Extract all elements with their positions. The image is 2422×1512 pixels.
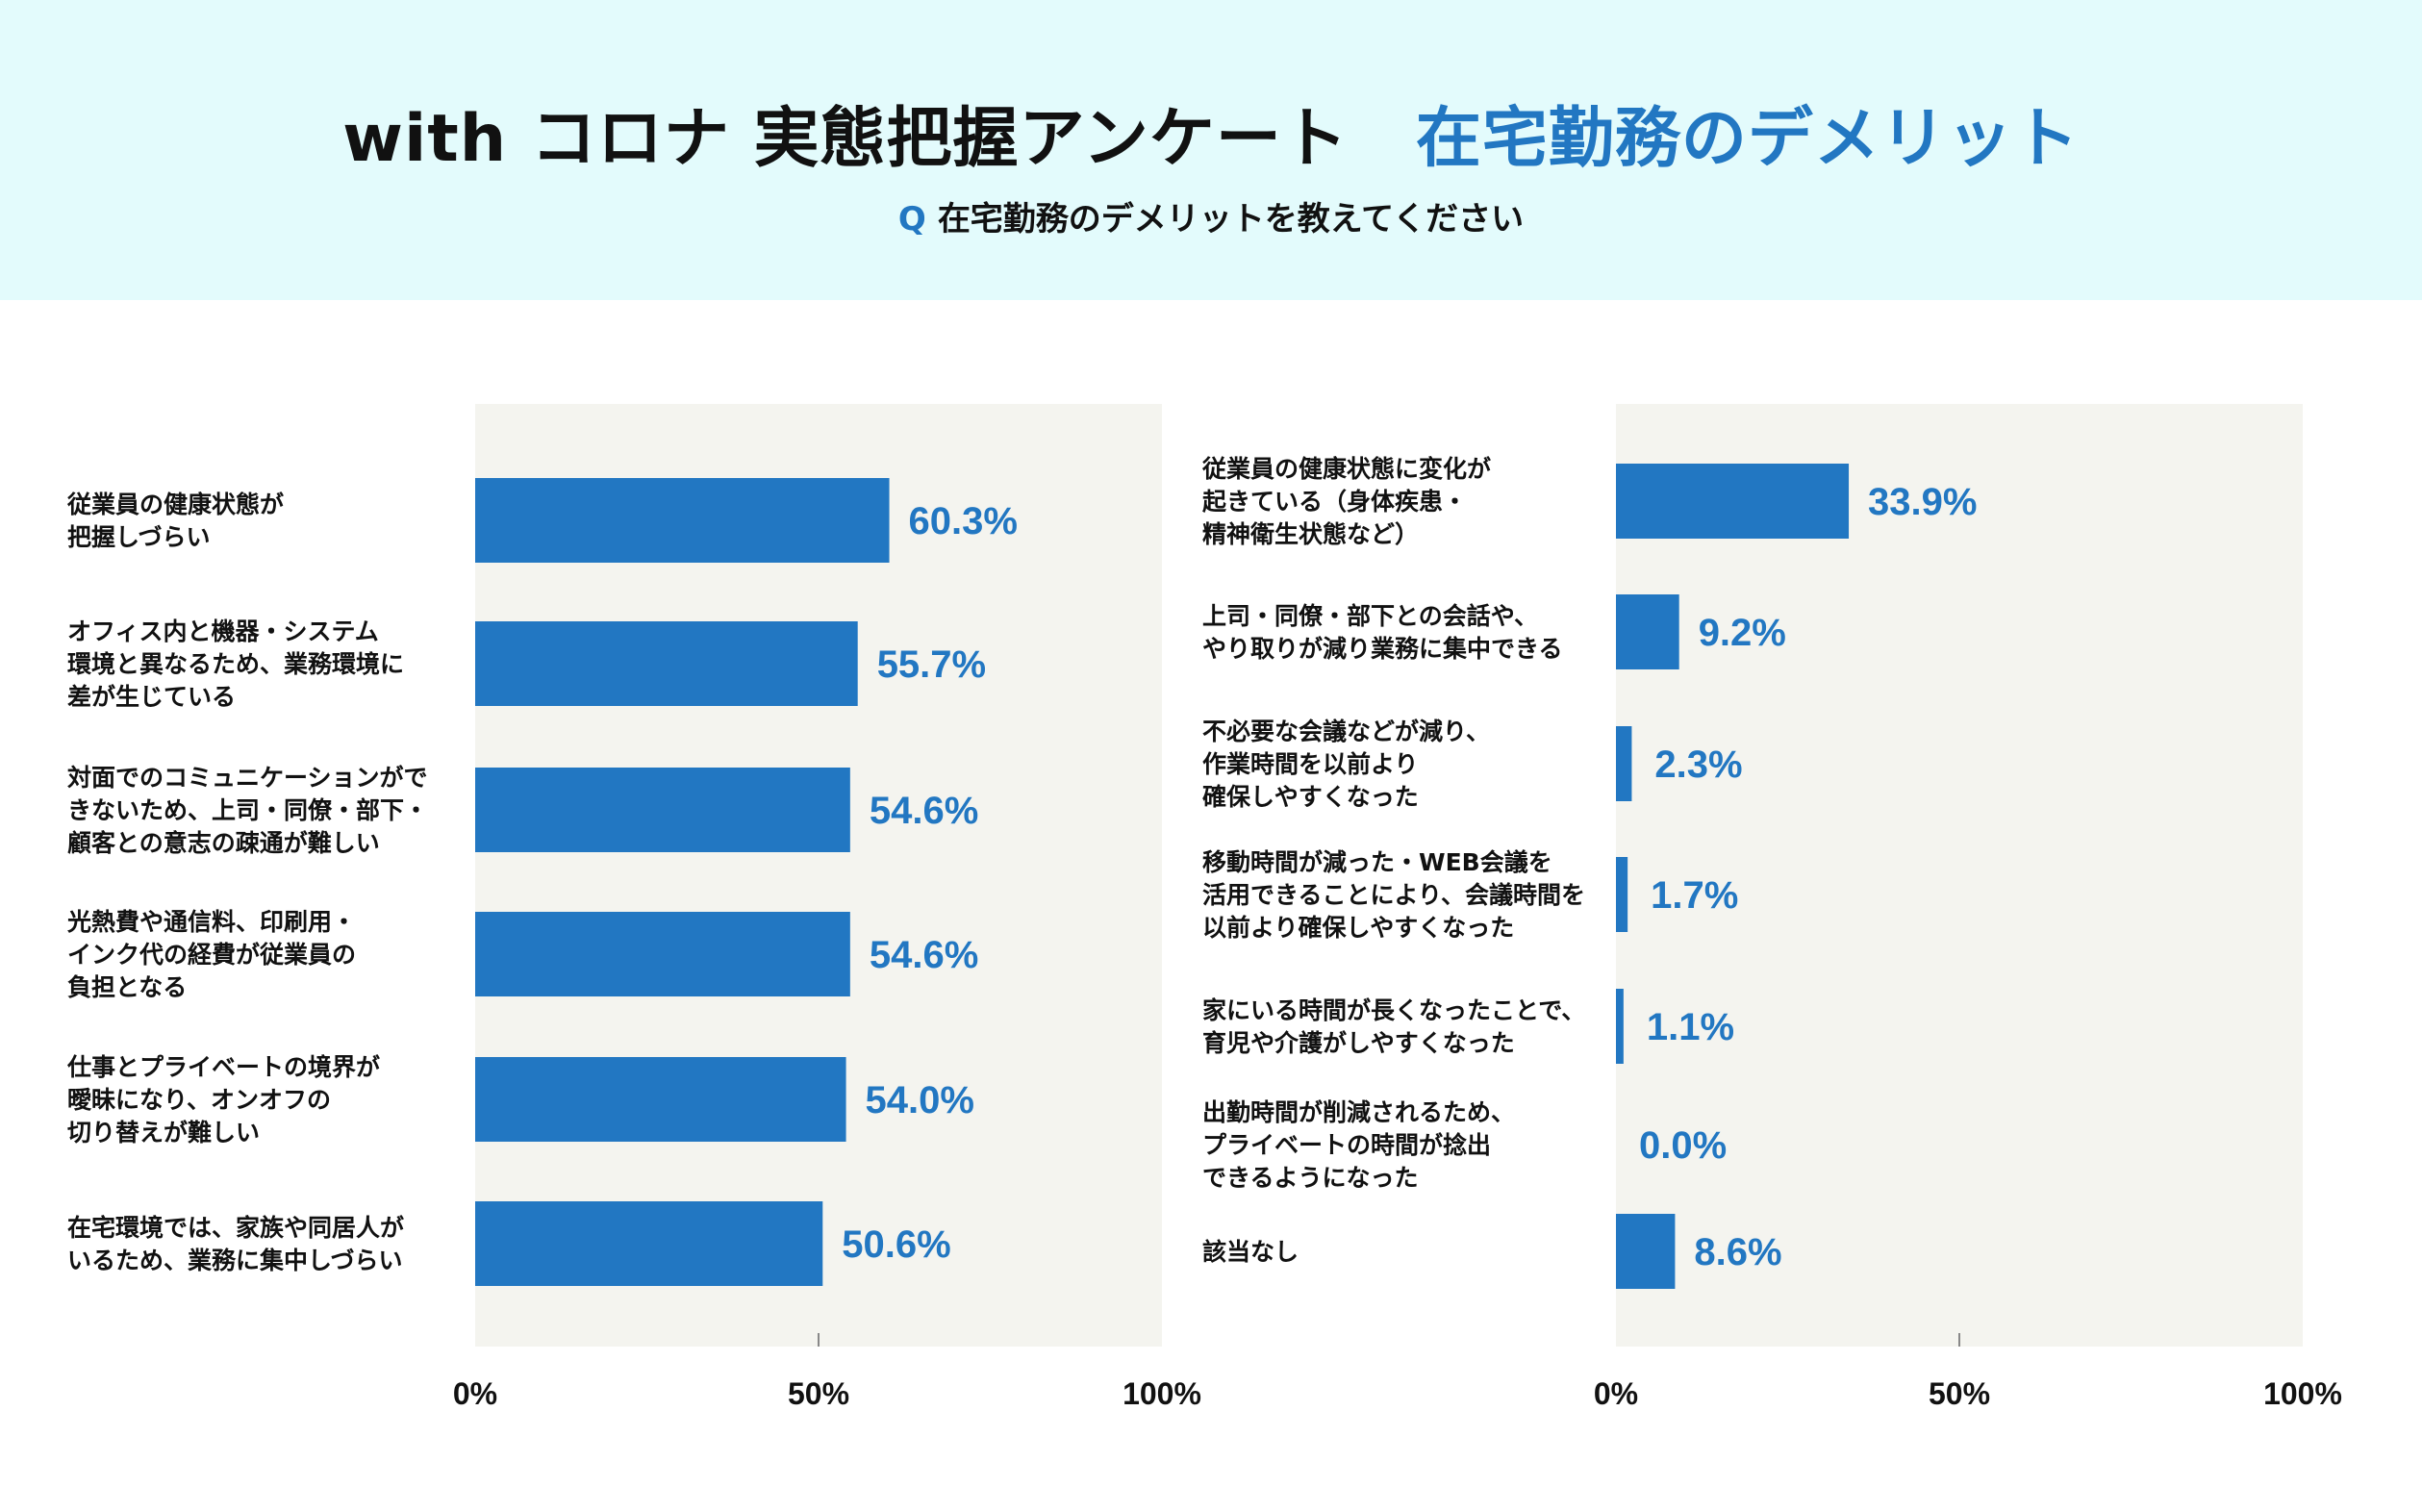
category-label-line: いるため、業務に集中しづらい bbox=[67, 1247, 403, 1274]
category-label-line: できるようになった bbox=[1202, 1164, 1419, 1192]
question-line: Q 在宅勤務のデメリットを教えてください bbox=[0, 192, 2422, 239]
value-label: 54.6% bbox=[870, 790, 978, 832]
category-label: オフィス内と機器・システム環境と異なるため、業務環境に差が生じている bbox=[67, 617, 404, 711]
category-label-line: 差が生じている bbox=[67, 683, 236, 711]
tick-label: 100% bbox=[1123, 1376, 1201, 1411]
category-label: 上司・同僚・部下との会話や、やり取りが減り業務に集中できる bbox=[1202, 602, 1563, 663]
category-label: 不必要な会議などが減り、作業時間を以前より確保しやすくなった bbox=[1202, 718, 1490, 811]
value-label: 54.6% bbox=[870, 934, 978, 976]
category-label: 出勤時間が削減されるため、プライベートの時間が捻出できるようになった bbox=[1202, 1098, 1515, 1192]
question-text: 在宅勤務のデメリットを教えてください bbox=[937, 200, 1525, 239]
category-label-line: 精神衛生状態など） bbox=[1202, 520, 1419, 548]
bar bbox=[475, 621, 858, 706]
tick-label: 0% bbox=[453, 1376, 497, 1411]
value-label: 55.7% bbox=[877, 643, 986, 686]
category-label-line: 以前より確保しやすくなった bbox=[1202, 914, 1514, 942]
category-label: 移動時間が減った・WEB会議を活用できることにより、会議時間を以前より確保しやす… bbox=[1202, 848, 1585, 942]
value-label: 9.2% bbox=[1699, 612, 1786, 654]
bar bbox=[1616, 464, 1850, 539]
category-label-line: 確保しやすくなった bbox=[1202, 783, 1419, 811]
question-mark: Q bbox=[897, 200, 926, 239]
category-label-line: やり取りが減り業務に集中できる bbox=[1202, 635, 1563, 663]
bar bbox=[1616, 857, 1628, 932]
category-label-line: 起きている（身体疾患・ bbox=[1202, 488, 1467, 516]
value-label: 60.3% bbox=[909, 500, 1018, 542]
value-label: 2.3% bbox=[1654, 743, 1742, 786]
value-label: 0.0% bbox=[1639, 1124, 1727, 1167]
category-label-line: 移動時間が減った・WEB会議を bbox=[1202, 848, 1552, 876]
title-main: with コロナ 実態把握アンケート bbox=[342, 101, 1349, 177]
category-label-line: 環境と異なるため、業務環境に bbox=[67, 650, 404, 678]
plot-area-2 bbox=[1616, 404, 2303, 1347]
category-label: 在宅環境では、家族や同居人がいるため、業務に集中しづらい bbox=[67, 1214, 404, 1274]
category-label: 該当なし bbox=[1202, 1238, 1299, 1266]
tick-label: 50% bbox=[788, 1376, 849, 1411]
category-label-line: 不必要な会議などが減り、 bbox=[1202, 718, 1490, 745]
category-label: 家にいる時間が長くなったことで、育児や介護がしやすくなった bbox=[1202, 996, 1585, 1057]
bar bbox=[475, 1057, 846, 1142]
category-label-line: 在宅環境では、家族や同居人が bbox=[67, 1214, 404, 1242]
page-title: with コロナ 実態把握アンケート 在宅勤務のデメリット bbox=[0, 85, 2422, 180]
bar bbox=[1616, 594, 1679, 669]
category-label-line: 対面でのコミュニケーションがで bbox=[67, 764, 428, 792]
tick-label: 0% bbox=[1594, 1376, 1638, 1411]
category-label-line: 出勤時間が削減されるため、 bbox=[1202, 1098, 1515, 1126]
value-label: 1.7% bbox=[1651, 874, 1738, 917]
value-label: 50.6% bbox=[842, 1223, 950, 1266]
category-label-line: インク代の経費が従業員の bbox=[67, 941, 356, 969]
bar bbox=[475, 768, 850, 852]
bar bbox=[1616, 726, 1632, 801]
tick-label: 50% bbox=[1929, 1376, 1990, 1411]
category-label-line: 上司・同僚・部下との会話や、 bbox=[1202, 602, 1538, 630]
category-label-line: きないため、上司・同僚・部下・ bbox=[67, 796, 428, 824]
category-label-line: 負担となる bbox=[67, 973, 187, 1001]
value-label: 1.1% bbox=[1647, 1006, 1734, 1048]
category-label-line: 曖昧になり、オンオフの bbox=[67, 1086, 331, 1114]
category-label-line: 活用できることにより、会議時間を bbox=[1202, 881, 1585, 909]
category-label: 対面でのコミュニケーションができないため、上司・同僚・部下・顧客との意志の疎通が… bbox=[67, 764, 428, 857]
bar bbox=[1616, 989, 1624, 1064]
category-label-line: 仕事とプライベートの境界が bbox=[66, 1053, 380, 1081]
bar bbox=[475, 478, 890, 563]
category-label-line: 光熱費や通信料、印刷用・ bbox=[66, 908, 356, 936]
category-label-line: 該当なし bbox=[1202, 1238, 1299, 1266]
title-accent: 在宅勤務のデメリット bbox=[1415, 101, 2080, 177]
bar bbox=[475, 912, 850, 996]
category-label-line: オフィス内と機器・システム bbox=[67, 617, 379, 645]
category-label: 仕事とプライベートの境界が曖昧になり、オンオフの切り替えが難しい bbox=[66, 1053, 380, 1147]
category-label-line: 従業員の健康状態が bbox=[66, 491, 284, 518]
category-label: 従業員の健康状態が把握しづらい bbox=[66, 491, 284, 551]
category-label-line: 作業時間を以前より bbox=[1202, 750, 1419, 778]
category-label: 光熱費や通信料、印刷用・インク代の経費が従業員の負担となる bbox=[66, 908, 356, 1001]
category-label-line: 切り替えが難しい bbox=[67, 1119, 260, 1147]
header-band: with コロナ 実態把握アンケート 在宅勤務のデメリット Q 在宅勤務のデメリット… bbox=[0, 0, 2422, 300]
category-label-line: 把握しづらい bbox=[67, 523, 211, 551]
bar bbox=[1616, 1214, 1676, 1289]
bar bbox=[475, 1201, 823, 1286]
category-label: 従業員の健康状態に変化が起きている（身体疾患・精神衛生状態など） bbox=[1201, 455, 1491, 548]
category-label-line: プライベートの時間が捻出 bbox=[1202, 1131, 1491, 1159]
value-label: 54.0% bbox=[866, 1079, 974, 1121]
category-label-line: 従業員の健康状態に変化が bbox=[1201, 455, 1491, 483]
category-label-line: 顧客との意志の疎通が難しい bbox=[67, 829, 380, 857]
value-label: 8.6% bbox=[1694, 1231, 1781, 1273]
category-label-line: 育児や介護がしやすくなった bbox=[1202, 1029, 1515, 1057]
tick-label: 100% bbox=[2263, 1376, 2342, 1411]
category-label-line: 家にいる時間が長くなったことで、 bbox=[1202, 996, 1585, 1024]
value-label: 33.9% bbox=[1868, 481, 1977, 523]
